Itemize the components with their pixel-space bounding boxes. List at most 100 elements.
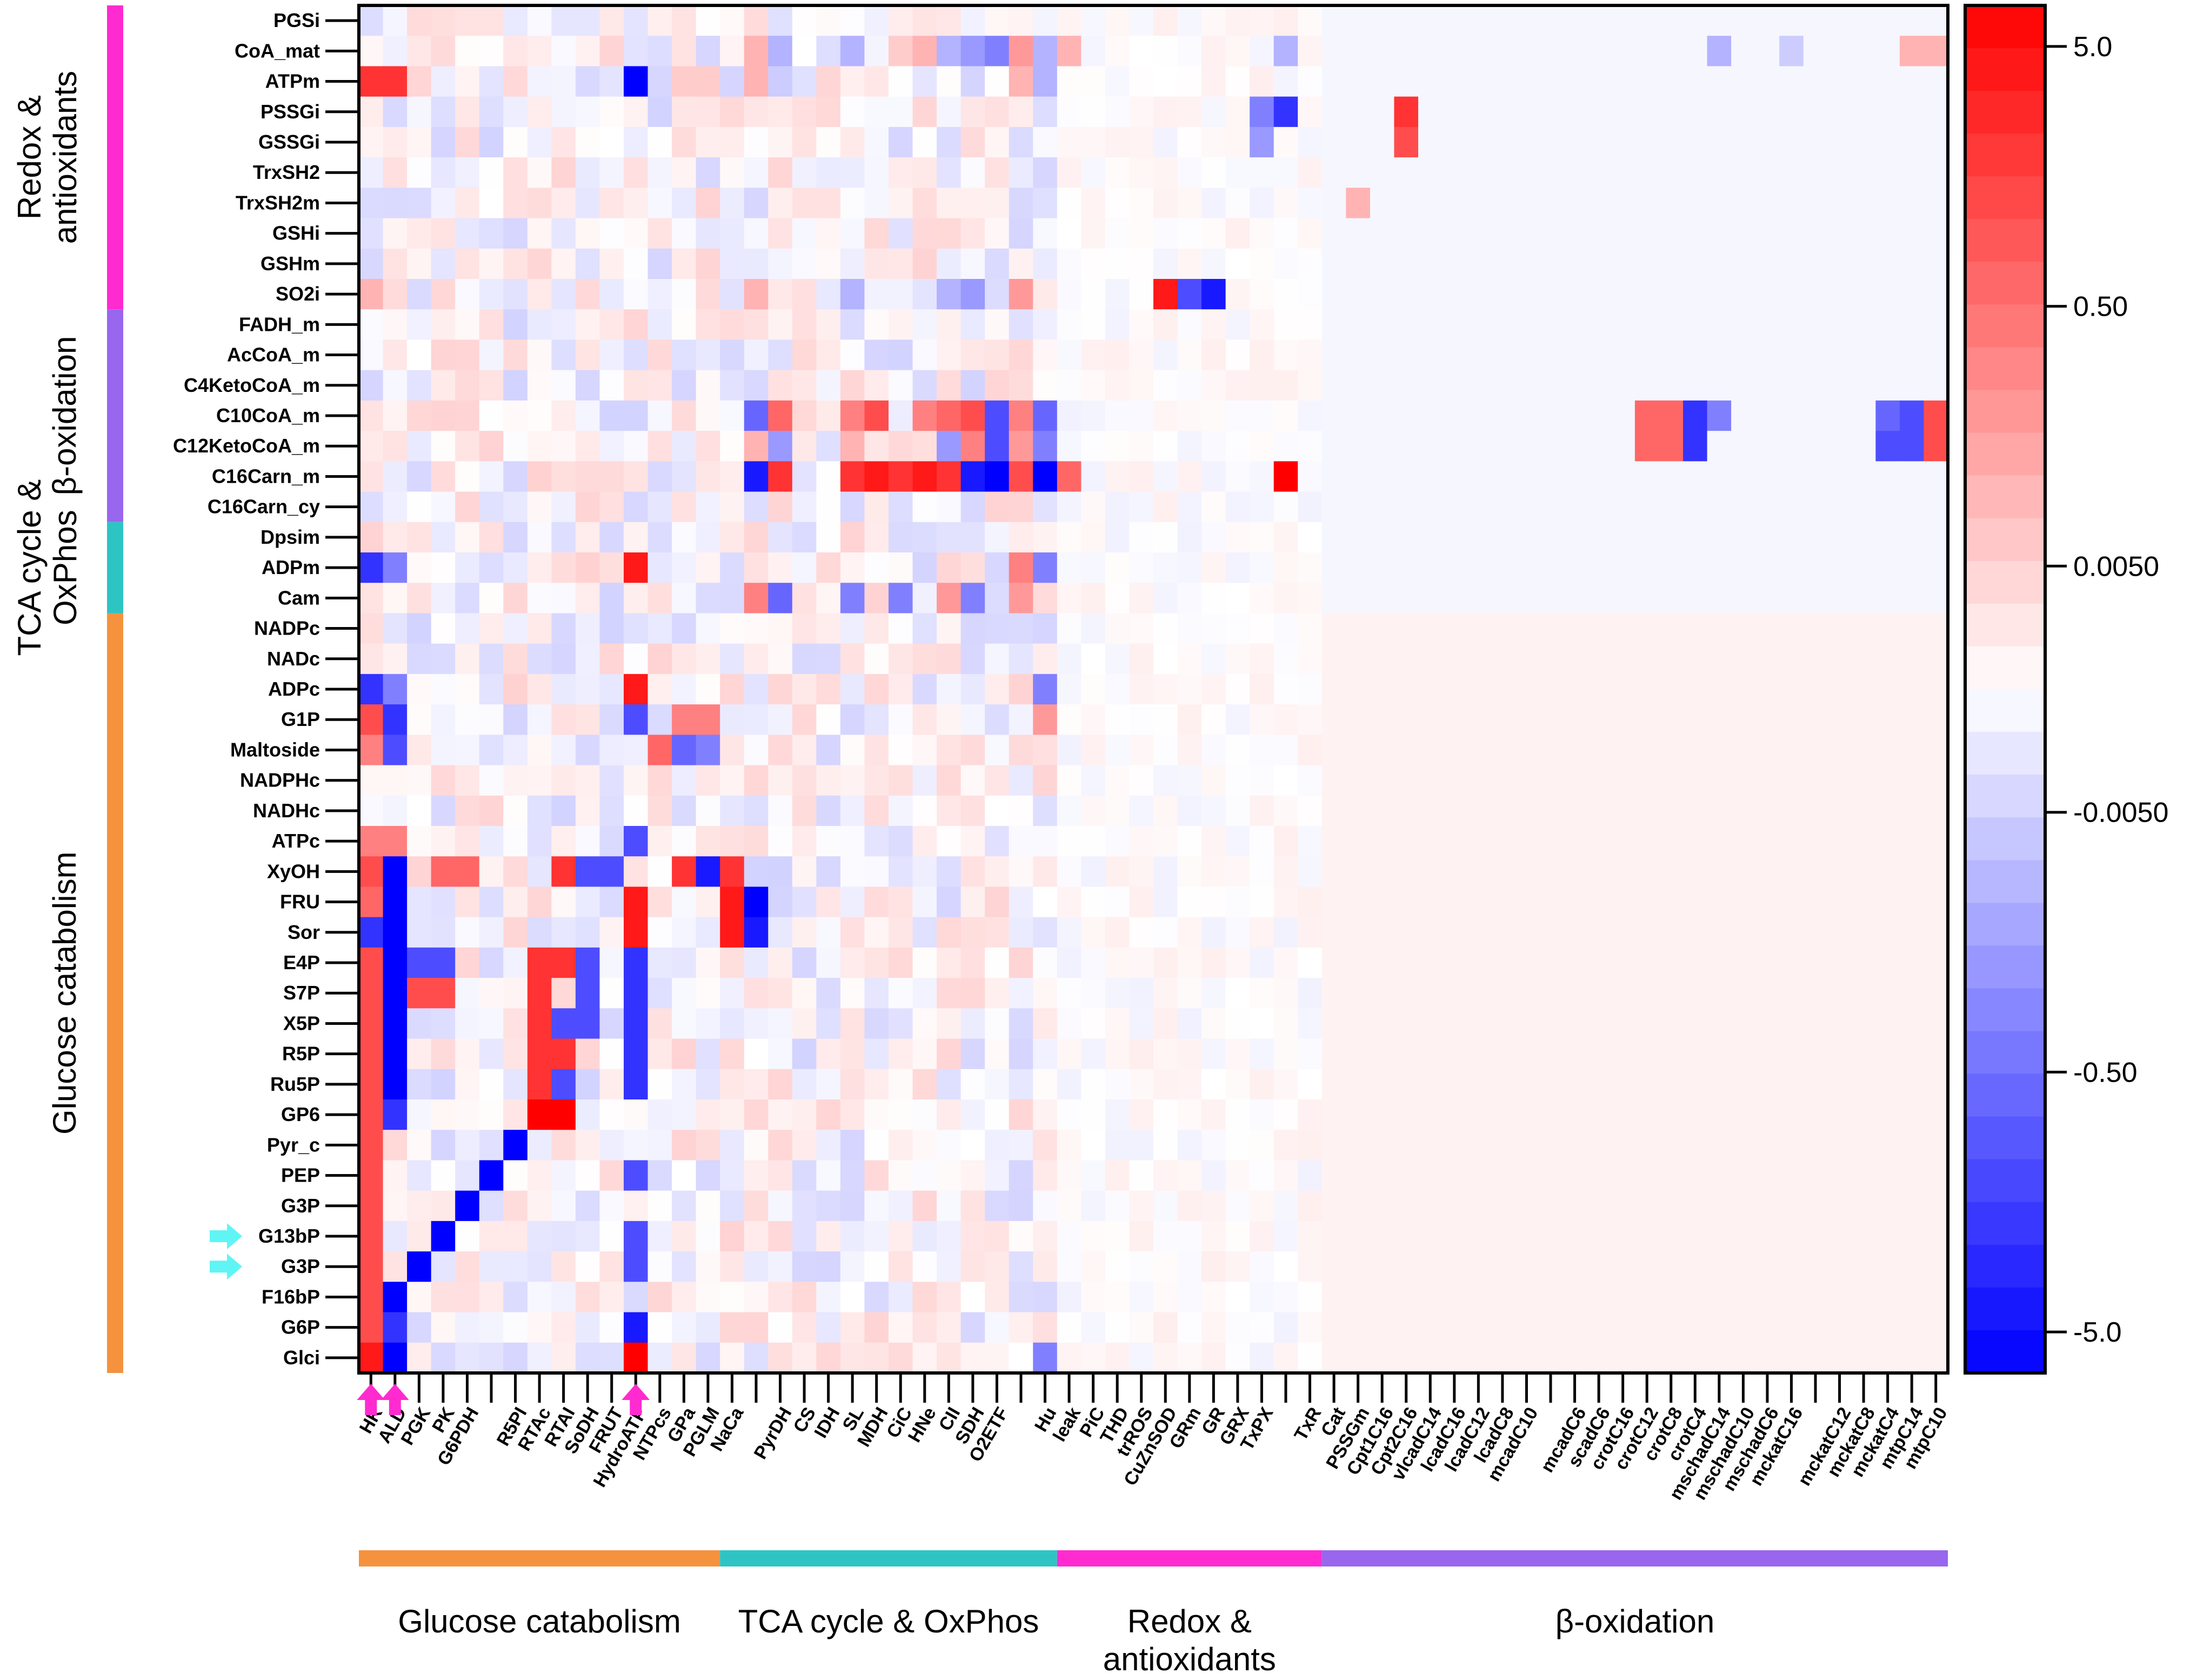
heatmap-cell xyxy=(912,978,937,1009)
heatmap-cell xyxy=(1370,856,1395,888)
heatmap-cell xyxy=(1634,1190,1660,1222)
heatmap-cell xyxy=(551,188,576,219)
heatmap-cell xyxy=(1851,795,1876,826)
heatmap-cell xyxy=(1611,1099,1635,1130)
heatmap-cell xyxy=(720,1190,745,1222)
heatmap-cell xyxy=(1442,309,1467,341)
heatmap-cell xyxy=(1394,1099,1419,1130)
heatmap-cell xyxy=(1586,704,1611,735)
heatmap-cell xyxy=(1418,765,1443,796)
heatmap-cell xyxy=(1514,917,1539,948)
heatmap-cell xyxy=(816,1221,841,1252)
heatmap-cell xyxy=(527,36,552,67)
heatmap-cell xyxy=(720,126,745,158)
heatmap-cell xyxy=(383,704,408,735)
heatmap-cell xyxy=(1057,826,1081,857)
heatmap-cell xyxy=(1514,552,1539,583)
heatmap-cell xyxy=(768,309,793,341)
heatmap-cell xyxy=(912,522,937,553)
heatmap-cell xyxy=(383,552,408,583)
heatmap-cell xyxy=(1851,613,1876,644)
heatmap-cell xyxy=(696,491,720,523)
heatmap-cell xyxy=(1201,491,1226,523)
heatmap-cell xyxy=(1731,795,1756,826)
heatmap-cell xyxy=(1827,188,1852,219)
heatmap-cell xyxy=(383,765,408,796)
heatmap-cell xyxy=(960,978,985,1009)
heatmap-cell xyxy=(768,218,793,249)
heatmap-cell xyxy=(1177,1099,1202,1130)
heatmap-cell xyxy=(1851,339,1876,371)
heatmap-cell xyxy=(792,552,817,583)
heatmap-cell xyxy=(937,1008,962,1039)
heatmap-cell xyxy=(1321,370,1346,401)
heatmap-cell xyxy=(624,431,649,462)
heatmap-cell xyxy=(1851,431,1876,462)
heatmap-cell xyxy=(647,1160,672,1191)
heatmap-cell xyxy=(1779,491,1804,523)
heatmap-cell xyxy=(1707,1190,1732,1222)
heatmap-cell xyxy=(1321,886,1346,918)
heatmap-cell xyxy=(1827,279,1852,310)
heatmap-cell xyxy=(1273,856,1298,888)
heatmap-cell xyxy=(1321,309,1346,341)
heatmap-cell xyxy=(1298,583,1323,614)
heatmap-cell xyxy=(383,66,408,97)
heatmap-cell xyxy=(1346,66,1371,97)
heatmap-cell xyxy=(1321,188,1346,219)
heatmap-cell xyxy=(1273,339,1298,371)
heatmap-cell xyxy=(1346,795,1371,826)
heatmap-cell xyxy=(985,1251,1010,1282)
heatmap-cell xyxy=(1105,491,1130,523)
heatmap-cell xyxy=(624,552,649,583)
heatmap-cell xyxy=(1490,126,1515,158)
heatmap-cell xyxy=(816,1190,841,1222)
heatmap-cell xyxy=(744,1008,769,1039)
heatmap-cell xyxy=(1611,795,1635,826)
heatmap-cell xyxy=(1538,704,1563,735)
heatmap-cell xyxy=(1129,826,1154,857)
heatmap-cell xyxy=(1442,583,1467,614)
heatmap-cell xyxy=(1442,856,1467,888)
heatmap-cell xyxy=(768,826,793,857)
heatmap-cell xyxy=(889,461,913,492)
row-label: S7P xyxy=(283,982,320,1004)
heatmap-cell xyxy=(527,1038,552,1070)
heatmap-cell xyxy=(1731,1008,1756,1039)
heatmap-cell xyxy=(1201,461,1226,492)
heatmap-cell xyxy=(816,461,841,492)
heatmap-cell xyxy=(551,218,576,249)
heatmap-cell xyxy=(1394,826,1419,857)
heatmap-cell xyxy=(1683,643,1708,675)
heatmap-cell xyxy=(1321,522,1346,553)
heatmap-cell xyxy=(792,917,817,948)
heatmap-cell xyxy=(1105,917,1130,948)
row-label: ADPc xyxy=(268,678,320,700)
heatmap-cell xyxy=(744,5,769,36)
row-label: PEP xyxy=(281,1164,320,1186)
heatmap-cell xyxy=(960,1130,985,1161)
heatmap-cell xyxy=(985,157,1010,188)
heatmap-cell xyxy=(768,36,793,67)
heatmap-cell xyxy=(1586,1190,1611,1222)
heatmap-cell xyxy=(1683,1130,1708,1161)
heatmap-cell xyxy=(647,218,672,249)
heatmap-cell xyxy=(431,978,456,1009)
heatmap-cell xyxy=(864,36,889,67)
heatmap-cell xyxy=(1394,1190,1419,1222)
heatmap-cell xyxy=(1081,765,1106,796)
heatmap-cell xyxy=(1634,66,1660,97)
heatmap-cell xyxy=(912,400,937,431)
heatmap-cell xyxy=(1538,1251,1563,1282)
heatmap-cell xyxy=(431,947,456,978)
heatmap-cell xyxy=(1875,1008,1900,1039)
heatmap-cell xyxy=(1442,1312,1467,1343)
heatmap-cell xyxy=(1538,826,1563,857)
heatmap-cell xyxy=(1057,1038,1081,1070)
heatmap-cell xyxy=(1586,917,1611,948)
heatmap-cell xyxy=(1755,613,1780,644)
heatmap-cell xyxy=(1827,704,1852,735)
heatmap-cell xyxy=(1803,461,1828,492)
heatmap-cell xyxy=(1586,1008,1611,1039)
heatmap-cell xyxy=(1490,188,1515,219)
